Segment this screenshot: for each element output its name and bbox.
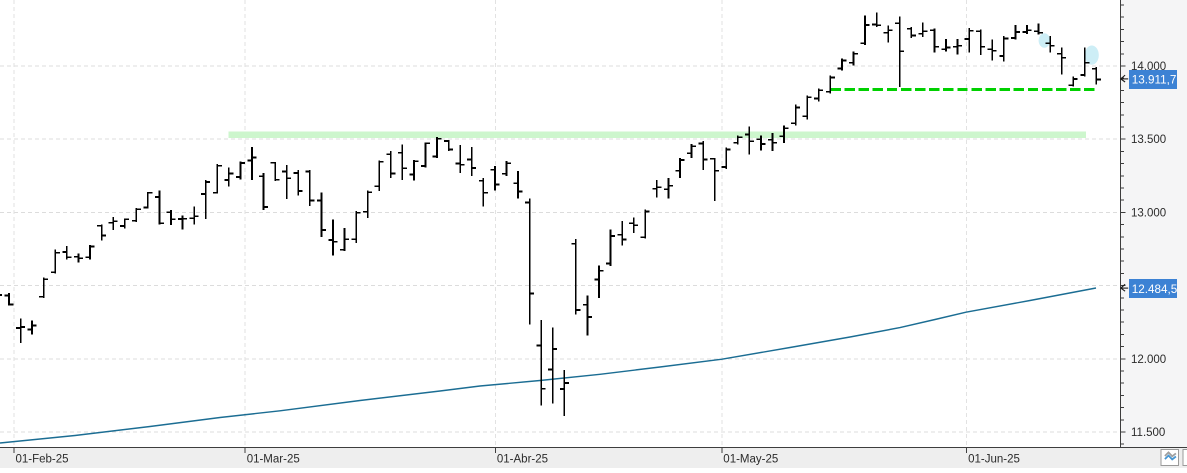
svg-text:13.000: 13.000 (1131, 207, 1166, 219)
svg-text:01-Jun-25: 01-Jun-25 (968, 454, 1020, 466)
svg-text:01-Mar-25: 01-Mar-25 (247, 454, 300, 466)
svg-text:12.000: 12.000 (1131, 354, 1166, 366)
svg-text:13.500: 13.500 (1131, 134, 1166, 146)
svg-text:12.484,5: 12.484,5 (1132, 283, 1178, 296)
svg-text:01-May-25: 01-May-25 (723, 454, 778, 466)
svg-text:11.500: 11.500 (1131, 427, 1165, 439)
svg-text:01-Abr-25: 01-Abr-25 (497, 454, 548, 466)
svg-text:01-Feb-25: 01-Feb-25 (16, 454, 69, 466)
svg-text:13.911,7: 13.911,7 (1132, 74, 1177, 87)
